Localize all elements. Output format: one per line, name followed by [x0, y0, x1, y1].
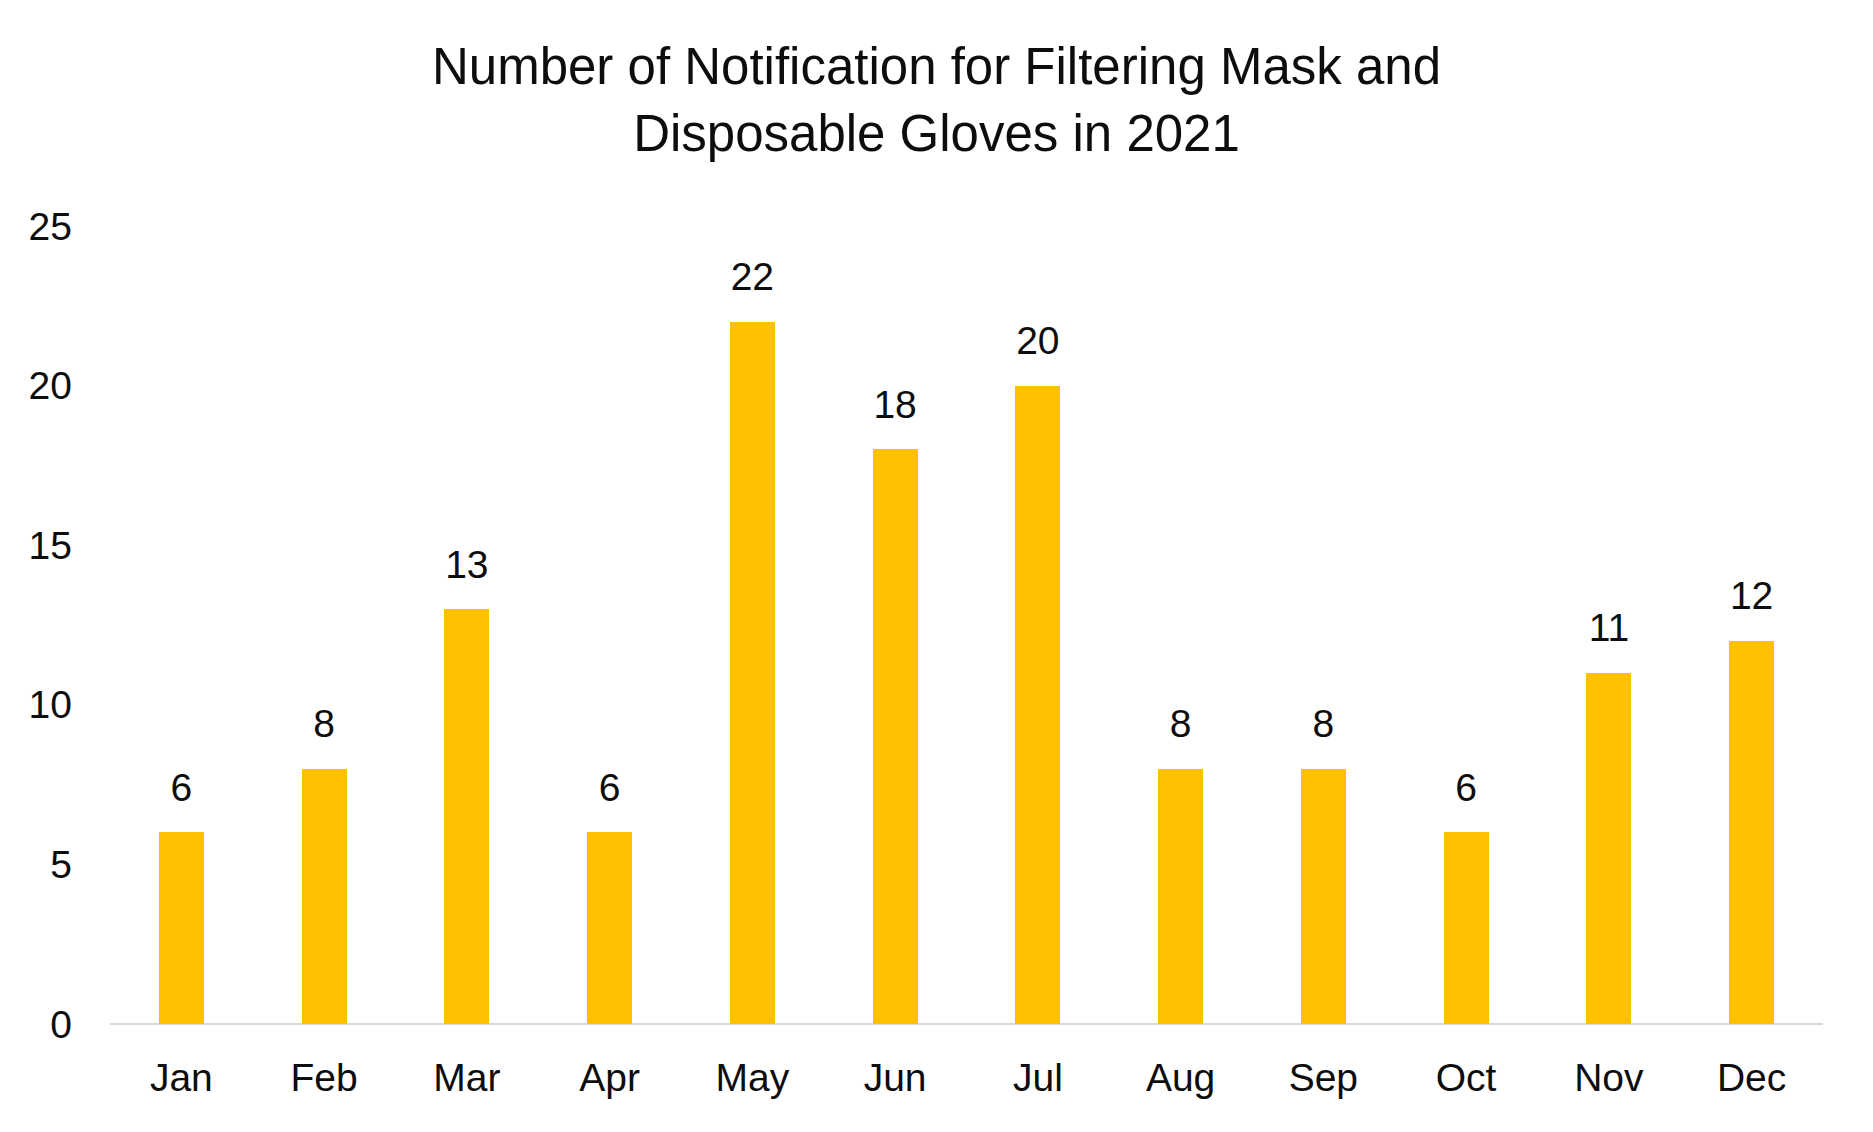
- data-label-mar: 13: [397, 545, 537, 584]
- bar-jan: [159, 832, 204, 1024]
- x-axis-label-feb: Feb: [253, 1058, 395, 1097]
- data-label-jan: 6: [111, 768, 251, 807]
- bar-mar: [444, 609, 489, 1024]
- bar-jun: [873, 449, 918, 1024]
- y-axis-tick-label: 20: [0, 366, 72, 405]
- data-label-feb: 8: [254, 704, 394, 743]
- bar-feb: [302, 769, 347, 1024]
- bar-sep: [1301, 769, 1346, 1024]
- x-axis-label-sep: Sep: [1252, 1058, 1394, 1097]
- x-axis-label-oct: Oct: [1395, 1058, 1537, 1097]
- chart-title-line-2: Disposable Gloves in 2021: [0, 100, 1873, 167]
- data-label-may: 22: [682, 257, 822, 296]
- chart-title-line-1: Number of Notification for Filtering Mas…: [0, 33, 1873, 100]
- x-axis-label-nov: Nov: [1538, 1058, 1680, 1097]
- data-label-dec: 12: [1682, 576, 1822, 615]
- data-label-jul: 20: [968, 321, 1108, 360]
- x-axis-label-jul: Jul: [967, 1058, 1109, 1097]
- x-axis-label-may: May: [681, 1058, 823, 1097]
- x-axis-label-jan: Jan: [110, 1058, 252, 1097]
- bar-may: [730, 322, 775, 1024]
- y-axis-tick-label: 10: [0, 685, 72, 724]
- x-axis-label-apr: Apr: [539, 1058, 681, 1097]
- data-label-apr: 6: [540, 768, 680, 807]
- x-axis-label-dec: Dec: [1681, 1058, 1823, 1097]
- bar-oct: [1444, 832, 1489, 1024]
- data-label-oct: 6: [1396, 768, 1536, 807]
- bar-apr: [587, 832, 632, 1024]
- bar-nov: [1586, 673, 1631, 1024]
- bar-dec: [1729, 641, 1774, 1024]
- chart-title: Number of Notification for Filtering Mas…: [0, 33, 1873, 167]
- y-axis-tick-label: 5: [0, 845, 72, 884]
- x-axis-line: [110, 1023, 1823, 1025]
- data-label-sep: 8: [1253, 704, 1393, 743]
- x-axis-label-mar: Mar: [396, 1058, 538, 1097]
- data-label-nov: 11: [1539, 608, 1679, 647]
- data-label-aug: 8: [1111, 704, 1251, 743]
- y-axis-tick-label: 0: [0, 1005, 72, 1044]
- y-axis-tick-label: 25: [0, 207, 72, 246]
- bar-aug: [1158, 769, 1203, 1024]
- data-label-jun: 18: [825, 385, 965, 424]
- x-axis-label-jun: Jun: [824, 1058, 966, 1097]
- bar-chart: Number of Notification for Filtering Mas…: [0, 0, 1873, 1132]
- y-axis-tick-label: 15: [0, 526, 72, 565]
- bar-jul: [1015, 386, 1060, 1024]
- x-axis-label-aug: Aug: [1110, 1058, 1252, 1097]
